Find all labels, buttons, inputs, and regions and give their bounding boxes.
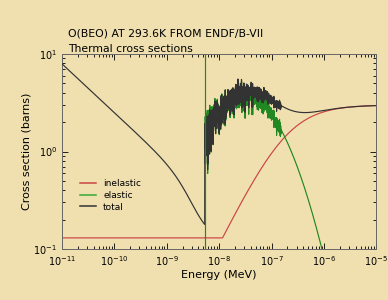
X-axis label: Energy (MeV): Energy (MeV) [182,270,257,280]
Text: Thermal cross sections: Thermal cross sections [68,44,193,54]
Text: O(BEO) AT 293.6K FROM ENDF/B-VII: O(BEO) AT 293.6K FROM ENDF/B-VII [68,29,263,39]
Legend: inelastic, elastic, total: inelastic, elastic, total [76,176,145,215]
Y-axis label: Cross section (barns): Cross section (barns) [22,93,32,210]
